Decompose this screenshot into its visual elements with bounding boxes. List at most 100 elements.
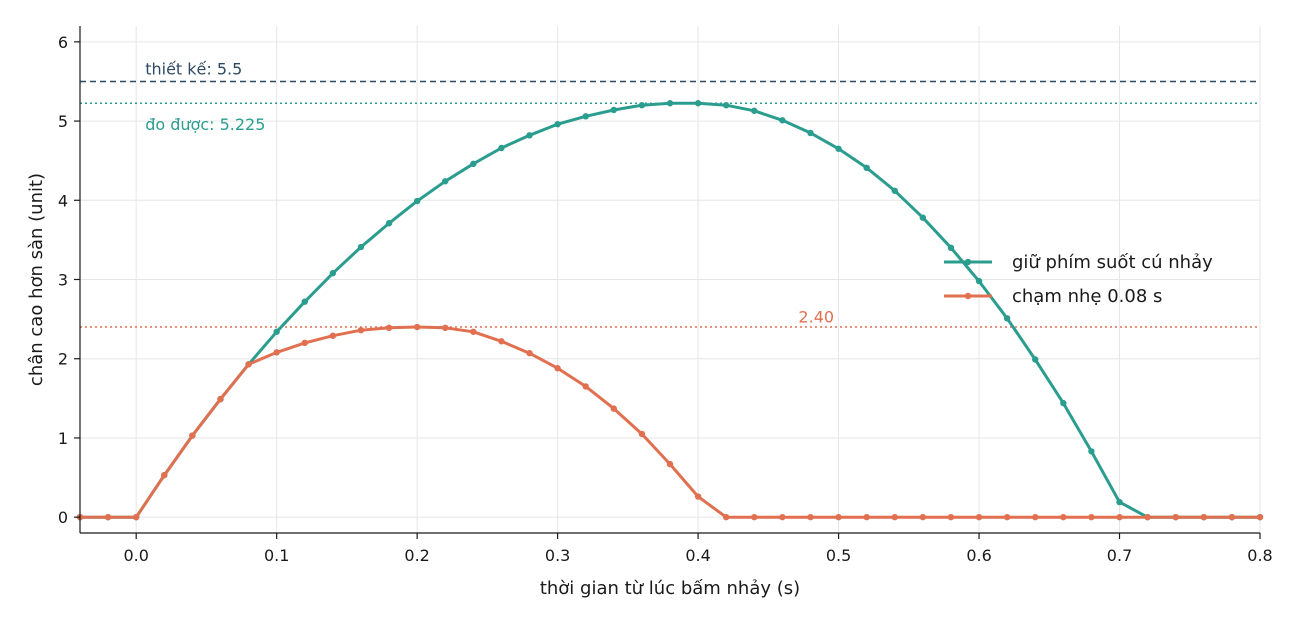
- data-point: [919, 513, 927, 521]
- data-point: [385, 220, 393, 227]
- data-point: [1032, 513, 1039, 521]
- y-tick-label: 6: [58, 33, 68, 52]
- data-point: [1088, 448, 1095, 455]
- data-point: [1116, 498, 1123, 506]
- series-2: [76, 323, 1264, 521]
- data-point: [666, 100, 674, 107]
- data-point: [1003, 513, 1011, 521]
- legend-label: giữ phím suốt cú nhảy: [1012, 252, 1213, 273]
- data-point: [301, 298, 308, 305]
- data-point: [1172, 513, 1179, 521]
- x-tick-label: 0.2: [404, 546, 429, 565]
- data-point: [694, 100, 702, 107]
- data-point: [1144, 513, 1151, 521]
- data-point: [1228, 513, 1236, 521]
- data-point: [413, 323, 421, 331]
- data-point: [807, 513, 814, 521]
- data-point: [217, 395, 224, 403]
- data-point: [722, 102, 730, 109]
- data-point: [1032, 356, 1039, 363]
- data-point: [835, 513, 842, 521]
- data-point: [554, 121, 561, 128]
- x-tick-label: 0.4: [685, 546, 710, 565]
- data-point: [863, 513, 870, 521]
- legend-item: chạm nhẹ 0.08 s: [944, 286, 1162, 307]
- data-point: [891, 513, 898, 521]
- y-axis-title: chân cao hơn sàn (unit): [26, 173, 47, 386]
- data-point: [779, 117, 786, 124]
- data-point: [863, 164, 870, 172]
- legend: giữ phím suốt cú nhảy chạm nhẹ 0.08 s: [944, 252, 1213, 307]
- data-point: [245, 361, 252, 368]
- data-point: [526, 132, 533, 139]
- data-point: [779, 513, 786, 521]
- x-tick-label: 0.1: [264, 546, 289, 565]
- reference-line-label: 2.40: [798, 308, 834, 327]
- series-layer: [76, 100, 1264, 521]
- tick-labels: 0.0 0.1 0.2 0.3 0.4 0.5 0.6 0.7 0.8 0 1 2 3 4 5 6: [58, 33, 1273, 565]
- data-point: [470, 328, 477, 335]
- data-point: [694, 493, 702, 500]
- y-tick-label: 3: [58, 271, 68, 290]
- data-point: [1088, 513, 1095, 521]
- data-point: [1060, 399, 1067, 407]
- data-point: [442, 324, 449, 332]
- data-point: [751, 107, 758, 114]
- data-point: [751, 513, 758, 521]
- series-line: [78, 101, 1262, 519]
- y-tick-label: 2: [58, 350, 68, 369]
- data-point: [975, 277, 983, 285]
- y-tick-label: 0: [58, 508, 68, 527]
- x-tick-label: 0.7: [1107, 546, 1132, 565]
- data-point: [301, 339, 308, 347]
- data-point: [1116, 513, 1123, 521]
- x-tick-label: 0.6: [966, 546, 991, 565]
- x-tick-label: 0.0: [123, 546, 148, 565]
- data-point: [1256, 513, 1264, 521]
- data-point: [526, 349, 533, 357]
- data-point: [975, 513, 983, 521]
- data-point: [947, 513, 955, 521]
- y-tick-label: 1: [58, 429, 68, 448]
- legend-label: chạm nhẹ 0.08 s: [1012, 286, 1162, 307]
- data-point: [498, 338, 505, 345]
- data-point: [132, 513, 140, 521]
- data-point: [1060, 513, 1067, 521]
- data-point: [385, 324, 393, 332]
- x-tick-label: 0.8: [1247, 546, 1272, 565]
- data-point: [498, 144, 505, 152]
- data-point: [189, 432, 196, 439]
- reference-line-label: đo được: 5.225: [145, 115, 265, 134]
- data-point: [835, 145, 842, 152]
- series-1: [76, 100, 1264, 521]
- data-point: [638, 102, 646, 109]
- data-point: [919, 214, 927, 221]
- y-tick-label: 5: [58, 112, 68, 131]
- data-point: [582, 113, 589, 120]
- data-point: [273, 349, 280, 356]
- data-point: [554, 365, 561, 372]
- data-point: [161, 471, 168, 479]
- data-point: [413, 197, 421, 205]
- data-point: [610, 405, 618, 412]
- data-point: [582, 383, 589, 390]
- data-point: [610, 106, 618, 114]
- y-tick-label: 4: [58, 191, 68, 210]
- data-point: [104, 513, 112, 521]
- data-point: [638, 430, 646, 438]
- x-tick-label: 0.3: [545, 546, 570, 565]
- data-point: [329, 332, 337, 339]
- legend-swatch-marker: [964, 292, 972, 300]
- data-point: [891, 187, 898, 194]
- legend-item: giữ phím suốt cú nhảy: [944, 252, 1213, 273]
- data-point: [666, 460, 674, 468]
- legend-swatch-marker: [964, 258, 972, 266]
- reference-line-label: thiết kế: 5.5: [145, 60, 242, 79]
- data-point: [273, 328, 280, 335]
- data-point: [1003, 315, 1011, 322]
- axes: [74, 26, 1261, 539]
- data-point: [947, 244, 955, 252]
- data-point: [357, 327, 365, 334]
- x-axis-title: thời gian từ lúc bấm nhảy (s): [540, 578, 800, 599]
